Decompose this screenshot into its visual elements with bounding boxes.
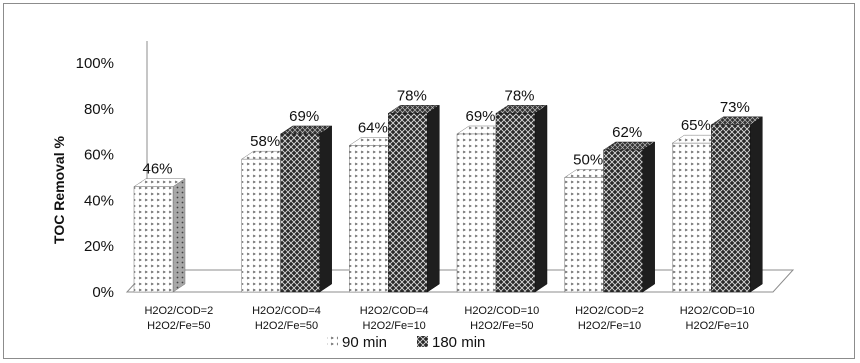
x-tick-label: H2O2/Fe=10 bbox=[363, 320, 426, 332]
x-tick-label: H2O2/Fe=50 bbox=[147, 320, 210, 332]
x-tick-label: H2O2/COD=2 bbox=[144, 305, 213, 317]
bar-90min-2 bbox=[348, 136, 402, 293]
bar-180min-3 bbox=[495, 104, 548, 293]
x-tick-label: H2O2/Fe=50 bbox=[255, 320, 318, 332]
legend-swatch-90min bbox=[327, 336, 338, 347]
data-label: 78% bbox=[504, 87, 534, 104]
bar-90min-0 bbox=[133, 178, 186, 293]
data-label: 73% bbox=[720, 99, 750, 116]
x-tick-label: H2O2/Fe=50 bbox=[470, 320, 533, 332]
y-axis-title: TOC Removal % bbox=[51, 136, 67, 244]
legend-label-90min: 90 min bbox=[342, 334, 387, 351]
x-tick-label: H2O2/COD=2 bbox=[575, 305, 644, 317]
bar-180min-1 bbox=[279, 125, 333, 293]
x-tick-label: H2O2/COD=4 bbox=[252, 305, 321, 317]
x-tick-label: H2O2/Fe=10 bbox=[686, 320, 749, 332]
legend-item-90min: 90 min bbox=[327, 334, 387, 351]
data-label: 58% bbox=[250, 133, 280, 150]
x-tick-label: H2O2/Fe=10 bbox=[578, 320, 641, 332]
chart-frame bbox=[3, 3, 855, 359]
data-label: 69% bbox=[465, 108, 495, 125]
x-tick-label: H2O2/COD=10 bbox=[464, 305, 539, 317]
x-tick-label: H2O2/COD=10 bbox=[680, 305, 755, 317]
x-tick-label: H2O2/COD=4 bbox=[360, 305, 429, 317]
legend-item-180min: 180 min bbox=[417, 334, 485, 351]
data-label: 64% bbox=[358, 119, 388, 136]
data-label: 78% bbox=[397, 87, 427, 104]
y-tick-label: 100% bbox=[76, 55, 114, 72]
y-tick-label: 20% bbox=[84, 238, 114, 255]
bar-180min-5 bbox=[710, 116, 764, 293]
y-tick-label: 40% bbox=[84, 192, 114, 209]
data-label: 69% bbox=[289, 108, 319, 125]
y-tick-label: 80% bbox=[84, 101, 114, 118]
y-tick-label: 0% bbox=[92, 284, 114, 301]
data-label: 46% bbox=[142, 161, 172, 178]
legend-swatch-180min bbox=[417, 336, 428, 347]
legend: 90 min 180 min bbox=[327, 334, 485, 351]
data-label: 50% bbox=[573, 152, 603, 169]
data-label: 62% bbox=[612, 124, 642, 141]
y-tick-label: 60% bbox=[84, 147, 114, 164]
bar-180min-4 bbox=[602, 141, 656, 293]
legend-label-180min: 180 min bbox=[432, 334, 485, 351]
data-label: 65% bbox=[681, 117, 711, 134]
bar-180min-2 bbox=[387, 104, 441, 293]
